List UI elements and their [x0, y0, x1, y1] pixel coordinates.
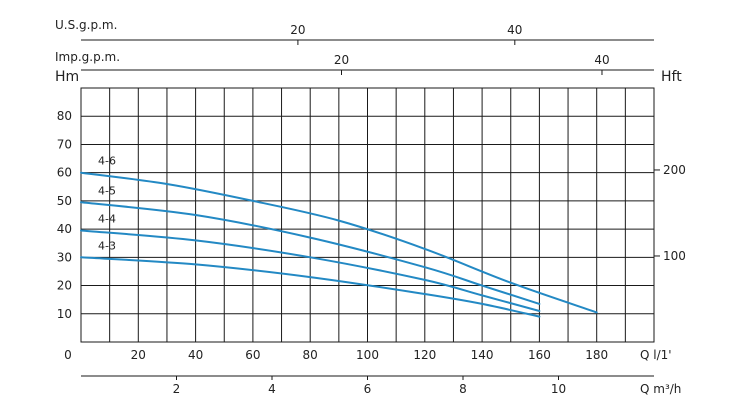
top-axis-imp-label: Imp.g.p.m.: [55, 50, 120, 64]
x-tick-label: 40: [188, 348, 203, 362]
y-right-axis-label: Hft: [661, 69, 682, 85]
imp-gpm-tick-label: 20: [334, 53, 349, 67]
hft-tick-label: 200: [663, 163, 686, 177]
series-line-4-6: [80, 171, 598, 314]
y-tick-label: 20: [57, 279, 72, 293]
series-label-4-6: 4-6: [98, 155, 116, 168]
x-tick-label: 80: [303, 348, 318, 362]
y-tick-label: 50: [57, 194, 72, 208]
y-tick-label: 30: [57, 250, 72, 264]
hft-tick-label: 100: [663, 249, 686, 263]
x-tick-label: 120: [413, 348, 436, 362]
series-curves: [80, 171, 598, 318]
series-line-4-4: [80, 229, 541, 312]
grid: [80, 87, 655, 343]
top-axis-us-label: U.S.g.p.m.: [55, 18, 117, 32]
imp-gpm-tick-label: 40: [594, 53, 609, 67]
us-gpm-tick-label: 40: [507, 23, 522, 37]
series-label-4-5: 4-5: [98, 184, 116, 197]
x-secondary-unit-label: Q m³/h: [640, 382, 681, 396]
axes: [81, 39, 660, 380]
m3h-tick-label: 4: [268, 382, 276, 396]
m3h-tick-label: 6: [364, 382, 372, 396]
tick-labels: 20 40 20 40 0 20 40 60 80 100 120 140 160 180 2 4 6 8 10 10…: [57, 23, 686, 396]
y-tick-label: 40: [57, 222, 72, 236]
x-axis-unit-label: Q l/1': [640, 348, 672, 362]
x-tick-label: 0: [64, 348, 72, 362]
series-label-4-4: 4-4: [98, 213, 116, 226]
m3h-tick-label: 2: [173, 382, 181, 396]
x-tick-label: 100: [356, 348, 379, 362]
y-tick-label: 10: [57, 307, 72, 321]
series-label-4-3: 4-3: [98, 239, 116, 252]
series-line-4-5: [80, 201, 541, 305]
x-tick-label: 20: [131, 348, 146, 362]
series-labels: 4-6 4-5 4-4 4-3: [98, 155, 116, 253]
series-line-4-3: [80, 256, 541, 318]
m3h-tick-label: 10: [551, 382, 566, 396]
y-axis-label: Hm: [55, 69, 79, 85]
x-tick-label: 140: [471, 348, 494, 362]
y-tick-label: 60: [57, 166, 72, 180]
us-gpm-tick-label: 20: [290, 23, 305, 37]
x-tick-label: 60: [245, 348, 260, 362]
y-tick-label: 80: [57, 109, 72, 123]
y-tick-label: 70: [57, 137, 72, 151]
x-tick-label: 160: [528, 348, 551, 362]
x-tick-label: 180: [585, 348, 608, 362]
m3h-tick-label: 8: [459, 382, 467, 396]
